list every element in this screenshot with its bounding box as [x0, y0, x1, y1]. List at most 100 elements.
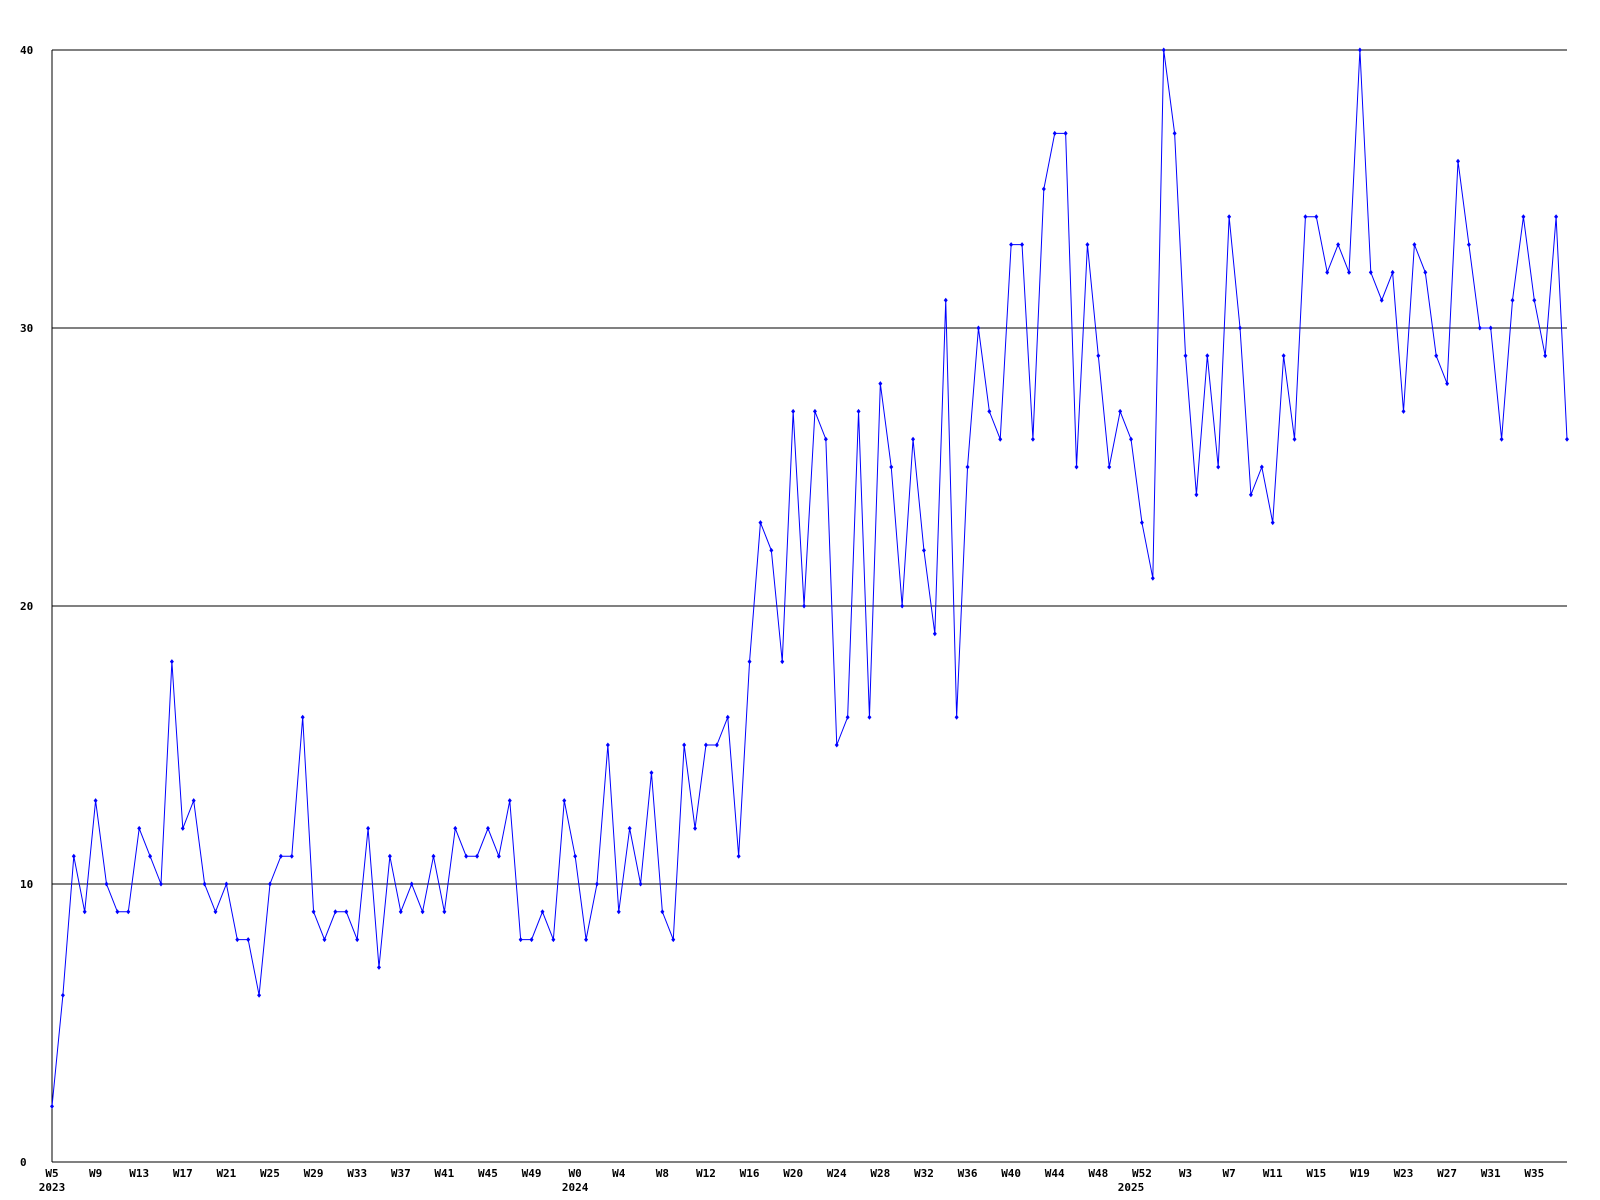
point [180, 825, 185, 831]
x-tick-label: W40 [1001, 1167, 1021, 1180]
point [1009, 242, 1014, 248]
point [191, 798, 196, 804]
y-tick-label: 40 [20, 44, 33, 57]
point [409, 881, 414, 887]
point [1227, 214, 1232, 220]
point [453, 825, 458, 831]
x-tick-label: W8 [656, 1167, 669, 1180]
point [137, 825, 142, 831]
point [932, 631, 937, 637]
point [791, 408, 796, 414]
point [1248, 492, 1253, 498]
point [1292, 436, 1297, 442]
point [1488, 325, 1493, 331]
point [573, 853, 578, 859]
point [1434, 353, 1439, 359]
point [333, 909, 338, 915]
point [115, 909, 120, 915]
point [1085, 242, 1090, 248]
point [387, 853, 392, 859]
point [169, 659, 174, 665]
point [703, 742, 708, 748]
point [954, 714, 959, 720]
point [1401, 408, 1406, 414]
x-tick-label: W5 [45, 1167, 58, 1180]
point [1456, 158, 1461, 164]
x-tick-label: W4 [612, 1167, 626, 1180]
point [1521, 214, 1526, 220]
point [398, 909, 403, 915]
point [50, 1103, 54, 1109]
point [1543, 353, 1548, 359]
point [1379, 297, 1384, 303]
point [1554, 214, 1559, 220]
point [1281, 353, 1286, 359]
point [202, 881, 207, 887]
point [867, 714, 872, 720]
x-tick-label: W9 [89, 1167, 102, 1180]
x-tick-label: W49 [522, 1167, 542, 1180]
point [943, 297, 948, 303]
x-tick-label: W48 [1088, 1167, 1108, 1180]
x-tick-label: W52 [1132, 1167, 1152, 1180]
point [594, 881, 599, 887]
point [1041, 186, 1046, 192]
point [911, 436, 916, 442]
x-year-label: 2023 [39, 1181, 66, 1194]
x-tick-label: W17 [173, 1167, 193, 1180]
x-tick-label: W29 [304, 1167, 324, 1180]
point [529, 937, 534, 943]
x-tick-label: W37 [391, 1167, 411, 1180]
point [311, 909, 316, 915]
point [93, 798, 98, 804]
x-tick-label: W32 [914, 1167, 934, 1180]
point [627, 825, 632, 831]
point [496, 853, 501, 859]
point [823, 436, 828, 442]
point [1466, 242, 1471, 248]
x-year-label: 2024 [562, 1181, 589, 1194]
x-tick-label: W24 [827, 1167, 847, 1180]
point [1172, 130, 1177, 136]
point [1477, 325, 1482, 331]
point [376, 964, 381, 970]
point [1259, 464, 1264, 470]
point [1368, 269, 1373, 275]
point [366, 825, 371, 831]
x-tick-label: W19 [1350, 1167, 1370, 1180]
x-year-label: 2025 [1118, 1181, 1145, 1194]
point [1161, 47, 1166, 53]
point [540, 909, 545, 915]
point [693, 825, 698, 831]
point [845, 714, 850, 720]
point [976, 325, 981, 331]
point [1325, 269, 1330, 275]
point [1314, 214, 1319, 220]
point [616, 909, 621, 915]
point [736, 853, 741, 859]
point [714, 742, 719, 748]
point [158, 881, 163, 887]
point [900, 603, 905, 609]
point [638, 881, 643, 887]
x-tick-label: W25 [260, 1167, 280, 1180]
point [1194, 492, 1199, 498]
point [213, 909, 218, 915]
x-tick-label: W31 [1481, 1167, 1501, 1180]
x-tick-label: W45 [478, 1167, 498, 1180]
point [344, 909, 349, 915]
point [104, 881, 109, 887]
x-tick-label: W11 [1263, 1167, 1283, 1180]
point [1238, 325, 1243, 331]
point [71, 853, 76, 859]
point [921, 547, 926, 553]
point [1129, 436, 1134, 442]
point [475, 853, 480, 859]
point [1096, 353, 1101, 359]
x-tick-label: W23 [1394, 1167, 1414, 1180]
point [1216, 464, 1221, 470]
x-tick-label: W20 [783, 1167, 803, 1180]
point [1347, 269, 1352, 275]
point [1107, 464, 1112, 470]
